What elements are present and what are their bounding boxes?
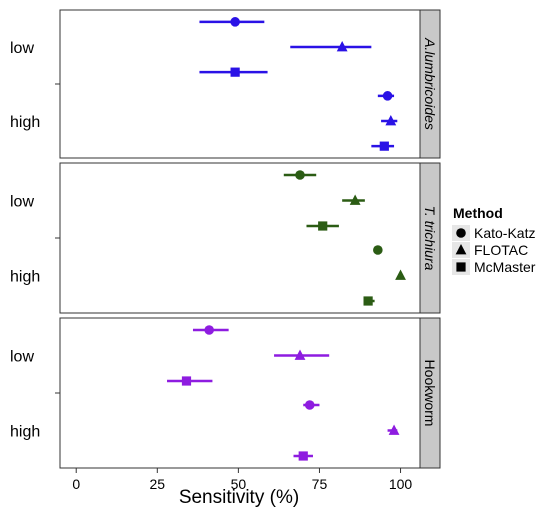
x-tick-label: 0 (72, 476, 80, 492)
panel-0: A.lumbricoides low high (10, 9, 441, 159)
facet-strip-label: Hookworm (422, 360, 438, 427)
data-point (298, 451, 308, 461)
panel-frame (59, 317, 421, 469)
y-tick-label: low (10, 349, 34, 366)
facet-strip (419, 317, 441, 469)
data-point (294, 349, 306, 360)
panel-frame (59, 9, 421, 159)
legend-label: FLOTAC (474, 242, 528, 258)
facet-strip (419, 9, 441, 159)
legend-label: McMaster (474, 259, 536, 275)
data-point (385, 115, 397, 126)
data-point (336, 41, 348, 52)
x-tick-label: 75 (312, 476, 328, 492)
panel-frame (59, 162, 421, 314)
y-tick-label: high (10, 114, 40, 131)
data-point (295, 170, 305, 180)
facet-strip (419, 162, 441, 314)
x-tick-label: 100 (389, 476, 413, 492)
data-point (181, 376, 192, 386)
data-point (373, 245, 383, 255)
y-tick-label: low (10, 194, 34, 211)
panels-layer: A.lumbricoides low high T. trichiura low high… (10, 9, 441, 469)
y-tick-label: high (10, 269, 40, 286)
legend-symbol (455, 244, 467, 255)
data-point (318, 221, 328, 231)
panel-1: T. trichiura low high (10, 162, 441, 314)
data-point (230, 67, 240, 77)
legend-title: Method (453, 205, 503, 221)
legend-symbol (456, 228, 466, 238)
x-tick-label: 25 (150, 476, 166, 492)
data-point (388, 424, 400, 435)
data-point (395, 269, 406, 280)
facet-strip-label: T. trichiura (422, 206, 438, 271)
data-point (382, 91, 393, 101)
data-point (363, 296, 373, 306)
data-point (230, 17, 240, 27)
data-point (349, 194, 361, 205)
x-axis: 0 25 50 75 100 (72, 468, 412, 492)
data-point (304, 400, 315, 410)
data-point (379, 141, 389, 151)
facet-strip-label: A.lumbricoides (422, 37, 438, 130)
y-tick-label: low (10, 40, 34, 57)
legend-symbol (456, 262, 466, 272)
legend-label: Kato-Katz (474, 225, 535, 241)
data-point (204, 325, 214, 335)
x-axis-label: Sensitivity (%) (179, 487, 299, 508)
y-tick-label: high (10, 424, 40, 441)
panel-2: Hookworm low high (10, 317, 441, 469)
x-tick-label: 50 (231, 476, 247, 492)
